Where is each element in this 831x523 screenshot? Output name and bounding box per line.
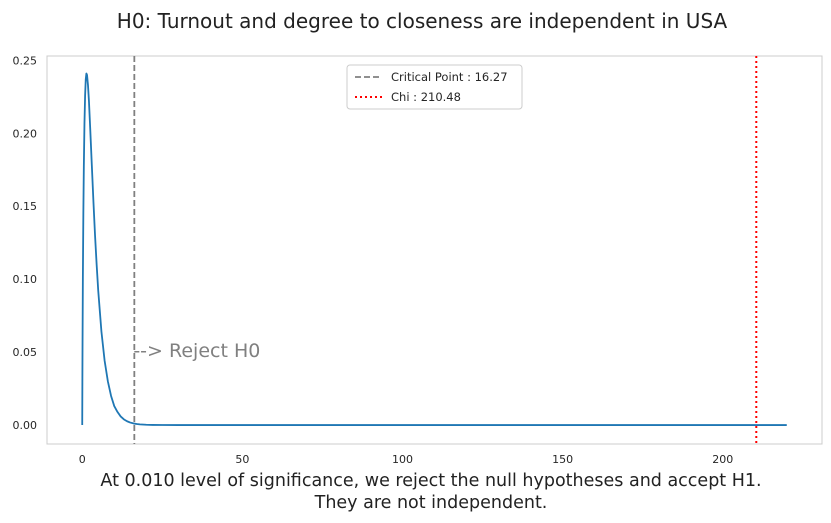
x-tick-label: 50 <box>235 453 249 466</box>
y-tick-label: 0.25 <box>13 54 38 67</box>
legend-box <box>346 64 523 110</box>
y-axis: 0.00 0.05 0.10 0.15 0.20 0.25 <box>13 54 38 432</box>
x-tick-label: 150 <box>552 453 573 466</box>
legend-label-chi: Chi : 210.48 <box>391 90 461 104</box>
series-layer <box>81 72 787 426</box>
legend-label-critical-point: Critical Point : 16.27 <box>391 70 508 84</box>
x-tick-label: 100 <box>392 453 413 466</box>
reject-h0-annotation: --> Reject H0 <box>133 340 260 362</box>
plot-area <box>46 55 823 445</box>
x-axis-label-line-1: At 0.010 level of significance, we rejec… <box>100 471 761 491</box>
reference-lines <box>133 56 758 444</box>
x-tick-label: 0 <box>79 453 86 466</box>
chart-title: H0: Turnout and degree to closeness are … <box>117 9 728 33</box>
chi-square-pdf-line <box>81 72 787 426</box>
y-tick-label: 0.20 <box>13 127 38 140</box>
x-tick-label: 200 <box>712 453 733 466</box>
legend: Critical Point : 16.27 Chi : 210.48 <box>346 64 523 110</box>
y-tick-label: 0.10 <box>13 273 38 286</box>
x-axis-label-line-2: They are not independent. <box>314 493 548 513</box>
y-tick-label: 0.05 <box>13 346 38 359</box>
x-axis: 0 50 100 150 200 <box>79 453 733 466</box>
y-tick-label: 0.15 <box>13 200 38 213</box>
y-tick-label: 0.00 <box>13 419 38 432</box>
